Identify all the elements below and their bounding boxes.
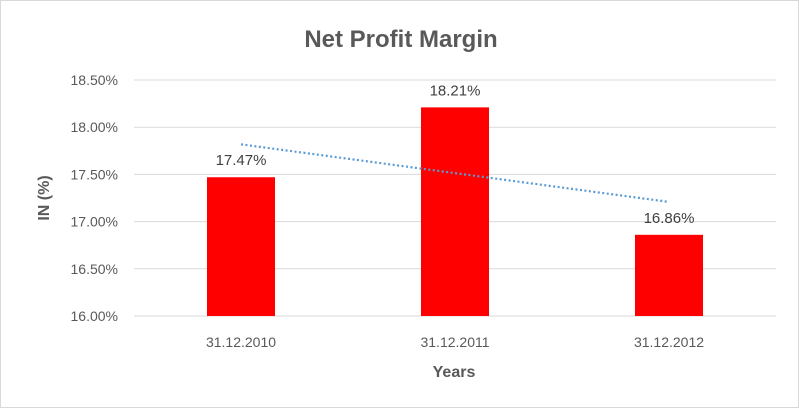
y-axis-ticks: 16.00% 16.50% 17.00% 17.50% 18.00% 18.50% — [71, 72, 118, 324]
data-label: 16.86% — [644, 210, 695, 227]
data-label: 17.47% — [216, 152, 267, 169]
y-tick-label: 17.50% — [71, 166, 118, 182]
data-labels: 17.47% 18.21% 16.86% — [216, 82, 695, 226]
y-axis-label: IN (%) — [36, 175, 53, 220]
y-tick-label: 16.50% — [71, 261, 118, 277]
bar — [421, 107, 489, 316]
x-tick-label: 31.12.2011 — [420, 334, 489, 350]
bars — [207, 107, 703, 316]
x-tick-label: 31.12.2010 — [206, 334, 276, 350]
y-tick-label: 18.50% — [71, 72, 118, 88]
bar — [635, 234, 703, 316]
x-axis-ticks: 31.12.2010 31.12.2011 31.12.2012 — [206, 334, 704, 350]
y-tick-label: 18.00% — [71, 119, 118, 135]
chart-title: Net Profit Margin — [304, 26, 497, 53]
y-tick-label: 17.00% — [71, 214, 118, 230]
y-tick-label: 16.00% — [71, 308, 118, 324]
bar — [207, 177, 275, 316]
x-tick-label: 31.12.2012 — [634, 334, 704, 350]
data-label: 18.21% — [430, 82, 481, 99]
x-axis-label: Years — [433, 364, 476, 381]
